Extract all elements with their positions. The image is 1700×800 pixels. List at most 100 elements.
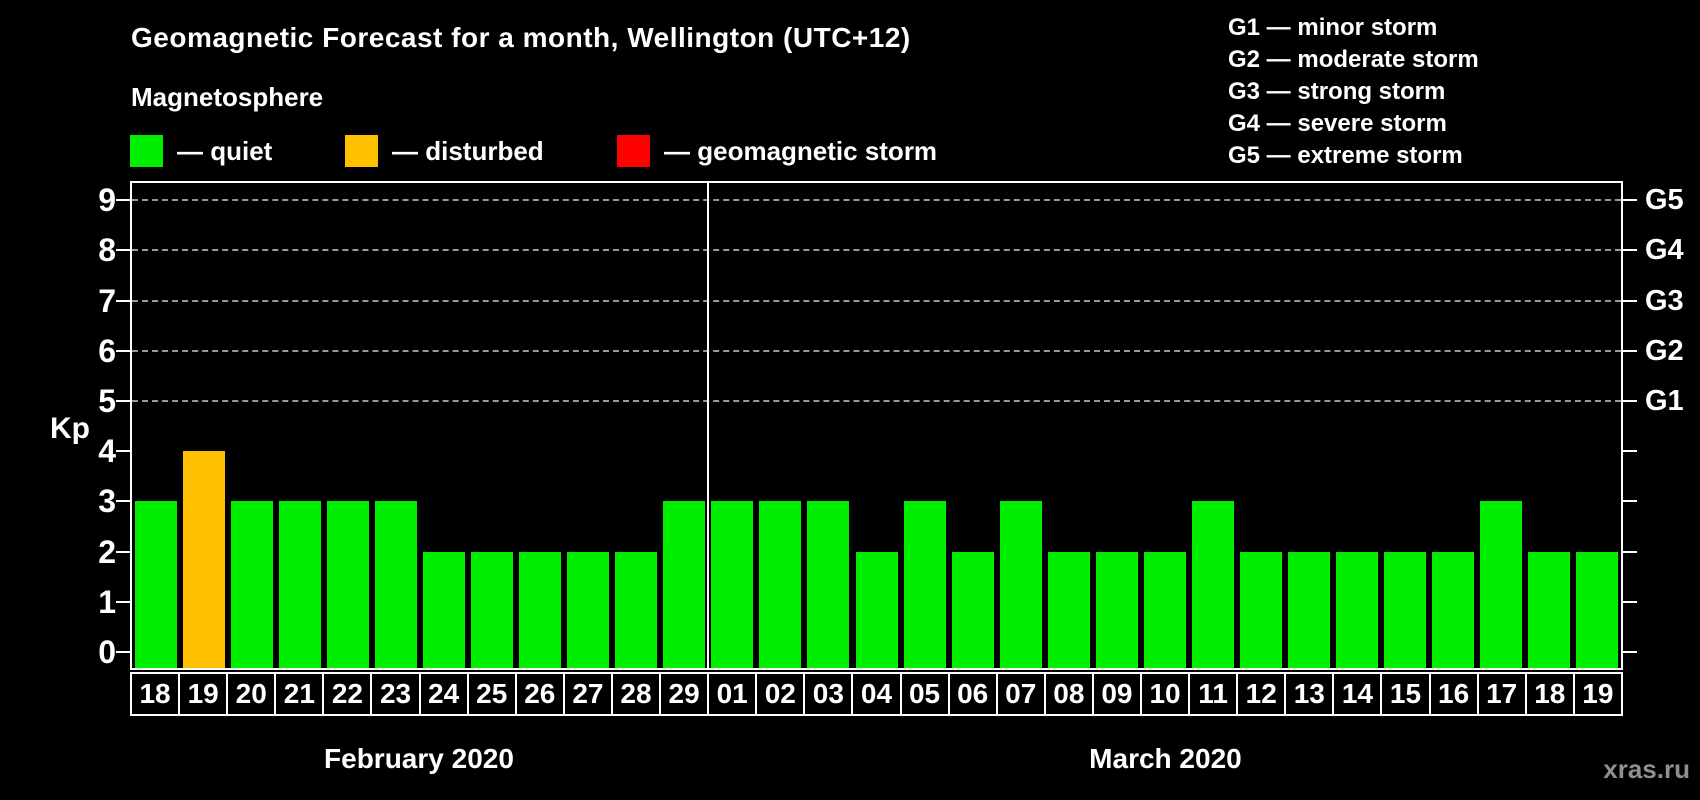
right-tick-kp0: [1623, 651, 1637, 653]
right-tick-kp3: [1623, 500, 1637, 503]
day-cell-february-21: 21: [274, 672, 325, 716]
kp-axis-label: Kp: [50, 412, 90, 445]
quiet-swatch: [130, 135, 163, 167]
y-tick-label-5: 5: [98, 383, 116, 419]
g-tick-label-g4: G4: [1645, 234, 1684, 267]
day-cell-march-17: 17: [1476, 672, 1527, 716]
day-cell-march-08: 08: [1043, 672, 1094, 716]
kp-bar-march-10: [1143, 551, 1186, 668]
y-tick-label-0: 0: [98, 634, 116, 670]
storm-scale-line-g1: G1 — minor storm: [1228, 14, 1438, 41]
y-tick-label-4: 4: [98, 433, 116, 470]
kp-bar-march-09: [1095, 551, 1138, 668]
right-tick-kp6: [1623, 349, 1637, 352]
watermark: xras.ru: [1603, 754, 1690, 784]
day-cell-march-16: 16: [1428, 672, 1479, 716]
kp-bar-march-12: [1239, 551, 1282, 668]
day-cell-march-19: 19: [1572, 672, 1623, 716]
legend-item-quiet: — quiet: [130, 135, 272, 167]
gridline-kp9: [132, 199, 1621, 202]
day-cell-march-10: 10: [1139, 672, 1191, 716]
kp-bar-february-27: [567, 551, 610, 668]
kp-bar-february-29: [663, 501, 706, 668]
month-divider: [707, 183, 710, 668]
left-tick-kp0: [116, 651, 130, 653]
y-tick-label-8: 8: [98, 232, 116, 269]
right-tick-kp4: [1623, 450, 1637, 453]
g-tick-label-g1: G1: [1645, 385, 1684, 417]
right-tick-kp5: [1623, 400, 1637, 402]
kp-bar-march-17: [1479, 501, 1522, 668]
day-cell-february-18: 18: [130, 672, 181, 716]
day-cell-march-04: 04: [851, 672, 902, 716]
left-tick-kp3: [116, 500, 130, 503]
disturbed-swatch: [345, 135, 378, 167]
kp-bar-march-16: [1431, 551, 1474, 668]
right-tick-kp2: [1623, 550, 1637, 553]
y-tick-label-3: 3: [98, 483, 116, 520]
day-cell-february-27: 27: [562, 672, 613, 716]
g-tick-label-g3: G3: [1645, 284, 1684, 317]
g-tick-label-g5: G5: [1645, 184, 1684, 217]
storm-scale-legend: G1 — minor storm G2 — moderate storm G3 — …: [1228, 12, 1479, 172]
kp-bar-march-05: [903, 501, 946, 668]
storm-scale-line-g5: G5 — extreme storm: [1228, 142, 1463, 169]
kp-bar-march-11: [1191, 501, 1234, 668]
right-tick-kp9: [1623, 199, 1637, 202]
day-cell-february-23: 23: [370, 672, 421, 716]
gridline-kp5: [132, 400, 1621, 402]
day-cell-march-13: 13: [1284, 672, 1335, 716]
kp-bar-february-20: [231, 501, 274, 668]
g-tick-label-g2: G2: [1645, 334, 1684, 367]
day-axis: 18 19 20 21 22 23 24 25 26 27 28 29 01 02 03 04 05 06 07 08…: [130, 672, 1623, 716]
storm-scale-line-g4: G4 — severe storm: [1228, 110, 1447, 137]
day-cell-february-29: 29: [659, 672, 710, 716]
kp-bar-february-19: [183, 451, 226, 668]
legend-label-quiet: — quiet: [177, 136, 273, 166]
day-cell-february-28: 28: [610, 672, 662, 716]
kp-bar-march-19: [1575, 551, 1618, 668]
y-tick-label-1: 1: [98, 583, 116, 620]
kp-bar-february-24: [423, 551, 466, 668]
storm-scale-line-g3: G3 — strong storm: [1228, 78, 1446, 105]
kp-bar-march-03: [807, 501, 850, 668]
kp-bar-march-13: [1287, 551, 1330, 668]
kp-bar-march-02: [759, 501, 802, 668]
kp-bar-february-28: [615, 551, 658, 668]
day-cell-march-03: 03: [803, 672, 854, 716]
gridline-kp7: [132, 299, 1621, 302]
month-label-march: March 2020: [1089, 743, 1242, 774]
legend-label-disturbed: — disturbed: [392, 136, 544, 166]
kp-bar-march-08: [1047, 551, 1090, 668]
kp-bar-march-01: [711, 501, 754, 668]
day-cell-march-02: 02: [755, 672, 806, 716]
chart-area: [130, 181, 1623, 670]
day-cell-february-25: 25: [466, 672, 517, 716]
legend-item-storm: — geomagnetic storm: [617, 135, 937, 167]
kp-bar-march-18: [1527, 551, 1570, 668]
day-cell-march-12: 12: [1236, 672, 1287, 716]
left-tick-kp5: [116, 400, 130, 402]
day-cell-march-15: 15: [1380, 672, 1431, 716]
day-cell-march-11: 11: [1188, 672, 1239, 716]
left-tick-kp7: [116, 299, 130, 302]
kp-bar-february-23: [375, 501, 418, 668]
day-cell-february-20: 20: [226, 672, 277, 716]
day-cell-march-06: 06: [947, 672, 998, 716]
day-cell-february-24: 24: [418, 672, 469, 716]
right-tick-kp1: [1623, 600, 1637, 603]
kp-bar-march-07: [999, 501, 1042, 668]
gridline-kp6: [132, 349, 1621, 352]
kp-bar-february-18: [135, 501, 178, 668]
kp-bar-february-25: [471, 551, 514, 668]
gridline-kp8: [132, 249, 1621, 252]
right-tick-kp8: [1623, 249, 1637, 252]
storm-scale-line-g2: G2 — moderate storm: [1228, 46, 1479, 73]
left-tick-kp6: [116, 349, 130, 352]
y-tick-label-9: 9: [98, 182, 116, 219]
legend-item-disturbed: — disturbed: [345, 135, 544, 167]
day-cell-march-09: 09: [1091, 672, 1142, 716]
day-cell-march-05: 05: [899, 672, 950, 716]
day-cell-february-19: 19: [178, 672, 229, 716]
